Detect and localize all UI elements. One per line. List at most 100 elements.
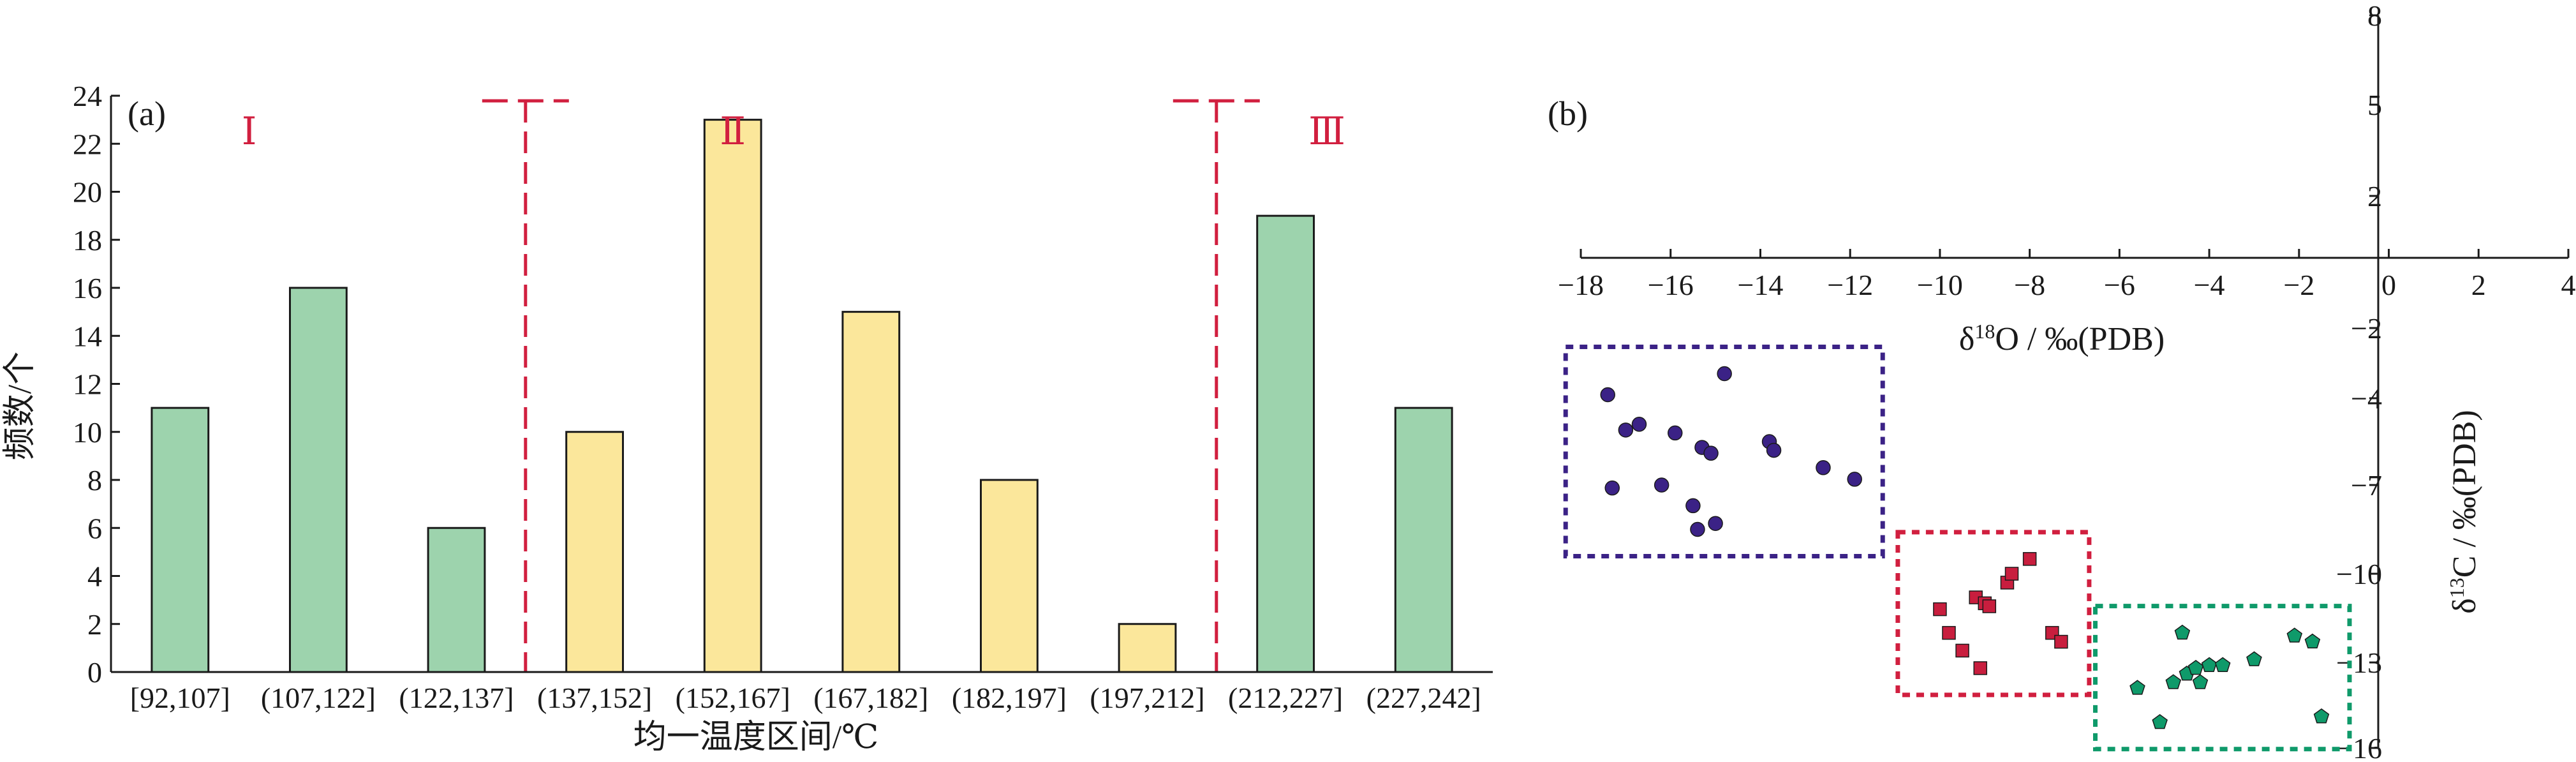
- panel-b-x-tick-label: 4: [2561, 269, 2576, 301]
- data-point-pentagon: [2246, 651, 2262, 666]
- bar: [288, 287, 348, 673]
- data-point-pentagon: [2304, 633, 2321, 649]
- panel-a-bar-chart: (a) 均一温度区间/℃ 频数/个 [92,107] (107,122] (122,…: [2, 80, 1493, 756]
- panel-b-y-tick-label: −16: [2336, 732, 2382, 762]
- panel-a-y-tick-label: 14: [73, 320, 102, 352]
- data-point-square: [2004, 567, 2019, 581]
- bar: [1256, 214, 1315, 673]
- panel-a-x-tick-label: (197,212]: [1090, 682, 1204, 714]
- panel-b-x-tick-label: 0: [2381, 269, 2396, 301]
- data-point-circle: [1631, 417, 1647, 432]
- data-point-pentagon: [2214, 657, 2231, 672]
- panel-b-y-tick-label: 2: [2367, 180, 2382, 213]
- panel-a-x-tick-label: [92,107]: [130, 682, 230, 714]
- panel-a-x-tick-label: (182,197]: [952, 682, 1067, 714]
- panel-b-x-tick-label: −14: [1737, 269, 1783, 301]
- panel-a-zone-dividers: [482, 99, 1260, 672]
- bar: [427, 527, 486, 673]
- panel-a-y-axis-title: 频数/个: [2, 352, 38, 460]
- data-point-circle: [1654, 477, 1669, 493]
- panel-b-y-tick-label: −7: [2351, 469, 2382, 502]
- zone-label: Ⅱ: [720, 110, 746, 153]
- data-point-pentagon: [2201, 657, 2217, 672]
- data-point-circle: [1703, 445, 1719, 461]
- data-point-circle: [1690, 521, 1705, 537]
- cluster-box: [2093, 604, 2352, 752]
- panel-b-x-tick-label: −4: [2194, 269, 2225, 301]
- bar: [841, 311, 901, 673]
- panel-a-y-tick-label: 6: [87, 512, 102, 544]
- data-point-square: [1942, 625, 1956, 640]
- cluster-box: [1563, 345, 1885, 558]
- data-point-square: [2054, 634, 2068, 649]
- panel-a-y-tick-label: 0: [87, 656, 102, 689]
- data-point-pentagon: [2286, 627, 2303, 643]
- bar: [703, 119, 762, 673]
- panel-a-bars: [92,107] (107,122] (122,137] (137,152] (152,…: [130, 119, 1481, 714]
- data-point-pentagon: [2174, 624, 2191, 640]
- panel-a-y-tick-label: 8: [87, 464, 102, 497]
- panel-a-y-tick-label: 10: [73, 416, 102, 449]
- panel-b-y-tick-label: 8: [2367, 0, 2382, 32]
- panel-a-x-tick-label: (212,227]: [1228, 682, 1343, 714]
- panel-a-x-tick-label: (167,182]: [813, 682, 928, 714]
- data-point-circle: [1847, 472, 1862, 487]
- panel-b-x-axis-title: δ18O / ‰(PDB): [1959, 320, 2165, 357]
- panel-a-zone-labels: Ⅰ Ⅱ Ⅲ: [242, 110, 1345, 153]
- data-point-square: [2022, 552, 2037, 566]
- panel-a-label: (a): [128, 94, 166, 133]
- panel-b-y-tick-label: −10: [2336, 558, 2382, 590]
- panel-a-y-tick-label: 20: [73, 176, 102, 209]
- data-point-circle: [1618, 422, 1634, 438]
- zone-label: Ⅲ: [1308, 110, 1345, 153]
- data-point-square: [1982, 599, 1997, 613]
- panel-a-x-tick-label: (227,242]: [1366, 682, 1481, 714]
- panel-a-y-tick-label: 2: [87, 608, 102, 641]
- panel-a-x-tick-label: (152,167]: [676, 682, 790, 714]
- panel-a-x-tick-label: (137,152]: [537, 682, 652, 714]
- panel-a-x-axis-title: 均一温度区间/℃: [633, 719, 879, 756]
- panel-b-scatter-plot: (b) −18 −16 −14 −12 −10 −8 −6 −4 −2 0 2 4852−2−4−7−…: [1548, 0, 2576, 762]
- bar: [1118, 623, 1177, 673]
- data-point-square: [1973, 661, 1987, 675]
- data-point-circle: [1766, 442, 1782, 458]
- panel-a-x-tick-label: (122,137]: [399, 682, 514, 714]
- data-point-circle: [1604, 480, 1620, 496]
- panel-b-x-tick-label: −10: [1917, 269, 1963, 301]
- bar: [565, 431, 625, 673]
- bar: [151, 407, 210, 673]
- data-point-pentagon: [2187, 659, 2204, 675]
- data-point-circle: [1668, 425, 1683, 441]
- data-point-circle: [1717, 366, 1732, 382]
- data-point-pentagon: [2165, 674, 2182, 689]
- panel-a-y-tick-label: 12: [73, 368, 102, 401]
- panel-b-cluster-boxes: [1563, 345, 2352, 752]
- panel-a-y-tick-label: 24: [73, 80, 102, 112]
- panel-b-axes: −18 −16 −14 −12 −10 −8 −6 −4 −2 0 2 4 8 5 2 −2 −4 −7 −10 −1…: [1558, 0, 2575, 762]
- panel-a-x-tick-label: (107,122]: [261, 682, 376, 714]
- panel-b-x-tick-label: −16: [1648, 269, 1694, 301]
- panel-b-y-tick-label: 5: [2367, 89, 2382, 121]
- data-point-pentagon: [2152, 713, 2168, 729]
- panel-b-x-tick-label: −12: [1827, 269, 1873, 301]
- panel-b-y-tick-label: −4: [2351, 382, 2382, 415]
- data-point-square: [1933, 602, 1947, 616]
- cluster-box: [1895, 530, 2092, 698]
- data-point-circle: [1708, 516, 1723, 531]
- panel-a-y-tick-label: 22: [73, 128, 102, 160]
- panel-b-x-tick-label: −6: [2104, 269, 2135, 301]
- panel-b-y-tick-label: −2: [2351, 312, 2382, 345]
- data-point-pentagon: [2129, 680, 2145, 695]
- panel-b-x-tick-label: −2: [2283, 269, 2314, 301]
- panel-b-label: (b): [1548, 94, 1588, 133]
- data-point-circle: [1600, 387, 1615, 403]
- panel-b-y-axis-title: δ13C / ‰(PDB): [2445, 410, 2483, 613]
- data-point-pentagon: [2192, 674, 2209, 689]
- panel-a-y-tick-label: 18: [73, 224, 102, 257]
- panel-a-y-tick-label: 16: [73, 272, 102, 304]
- data-point-circle: [1816, 460, 1831, 475]
- panel-b-x-tick-label: −18: [1558, 269, 1604, 301]
- panel-b-points: [1600, 366, 2330, 729]
